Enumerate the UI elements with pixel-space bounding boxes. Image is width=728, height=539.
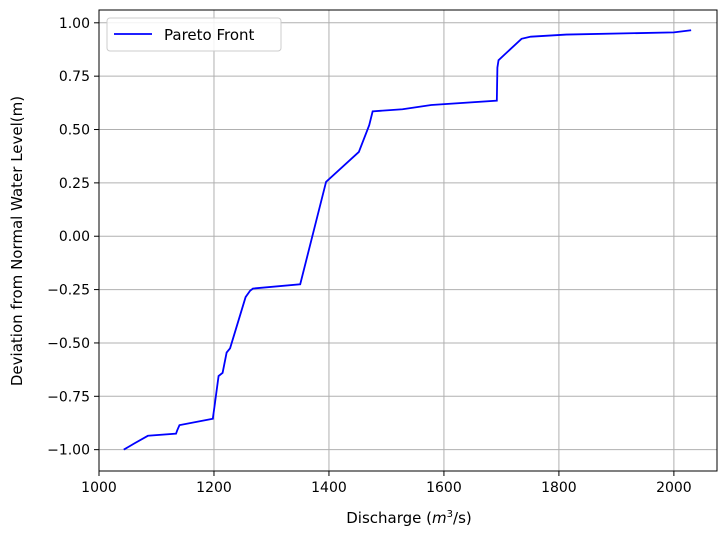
grid	[98, 10, 717, 471]
x-axis-label-prefix: Discharge (	[346, 509, 432, 527]
x-axis-label-suffix: /s)	[453, 509, 472, 527]
x-tick-label: 1800	[541, 480, 577, 496]
legend: Pareto Front	[106, 17, 282, 52]
y-tick-label: −0.75	[47, 389, 90, 405]
plot-frame	[98, 9, 718, 472]
x-axis-label-sup: 3	[447, 509, 453, 520]
y-tick-label: −0.25	[47, 283, 90, 299]
x-tick-label: 1400	[311, 480, 347, 496]
legend-box	[106, 17, 282, 52]
y-axis-label: Deviation from Normal Water Level(m)	[8, 96, 26, 386]
x-tick-label: 1200	[196, 480, 232, 496]
y-tick-label: −0.50	[47, 336, 90, 352]
x-tick-label: 2000	[656, 480, 692, 496]
series-line-pareto-front	[123, 29, 692, 451]
y-tick-label: −1.00	[47, 443, 90, 459]
y-tick-label: 0.50	[59, 123, 90, 139]
y-tick-label: 0.00	[59, 229, 90, 245]
x-axis: 1000 1200 1400 1600 1800 2000	[81, 471, 692, 496]
x-axis-label: Discharge (m3/s)	[346, 509, 472, 527]
y-tick-label: 0.25	[59, 176, 90, 192]
y-axis: −1.00 −0.75 −0.50 −0.25 0.00 0.25 0.50 0.75 1.00	[47, 16, 99, 459]
x-axis-label-math: m	[432, 509, 447, 527]
legend-label: Pareto Front	[164, 26, 255, 44]
x-tick-label: 1600	[426, 480, 462, 496]
y-tick-label: 0.75	[59, 69, 90, 85]
y-tick-label: 1.00	[59, 16, 90, 32]
x-tick-label: 1000	[81, 480, 117, 496]
